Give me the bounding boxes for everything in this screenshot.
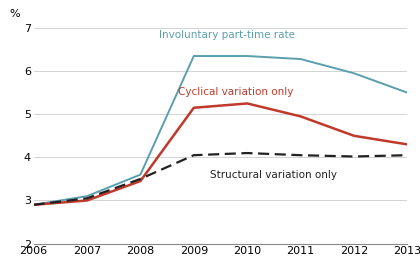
- Text: Cyclical variation only: Cyclical variation only: [178, 87, 293, 97]
- Text: Structural variation only: Structural variation only: [210, 170, 337, 180]
- Text: %: %: [9, 9, 20, 19]
- Text: Involuntary part-time rate: Involuntary part-time rate: [159, 30, 295, 40]
